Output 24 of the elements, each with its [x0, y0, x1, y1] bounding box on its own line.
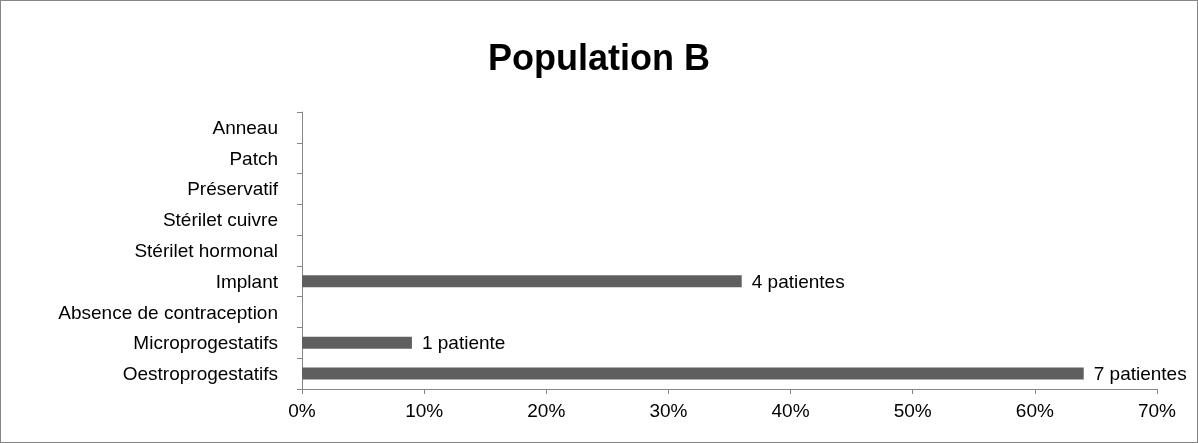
y-tick-label: Oestroprogestatifs [122, 363, 278, 385]
bar [302, 336, 412, 349]
y-tick-label: Anneau [212, 116, 278, 138]
bar [302, 275, 742, 288]
x-tick-label: 50% [893, 400, 932, 421]
annotation: 7 patientes [1093, 363, 1187, 385]
x-tick-label: 0% [288, 400, 316, 421]
y-tick-label: Absence de contraception [58, 301, 278, 323]
y-tick-label: Préservatif [187, 178, 279, 200]
x-tick-label: 20% [527, 400, 566, 421]
annotation: 4 patientes [751, 270, 845, 292]
x-tick-label: 30% [649, 400, 688, 421]
y-tick-label: Stérilet cuivre [162, 209, 278, 231]
chart-title: Population B [488, 36, 710, 78]
x-tick-label: 40% [771, 400, 810, 421]
y-tick-label: Patch [229, 147, 278, 169]
bar [302, 367, 1084, 380]
x-tick-label: 70% [1137, 400, 1177, 421]
annotation: 1 patiente [421, 332, 506, 354]
y-tick-label: Stérilet hormonal [134, 240, 278, 261]
x-tick-label: 10% [405, 400, 444, 421]
y-tick-label: Microprogestatifs [133, 332, 278, 354]
x-tick-label: 60% [1015, 400, 1054, 421]
y-tick-label: Implant [215, 270, 279, 292]
